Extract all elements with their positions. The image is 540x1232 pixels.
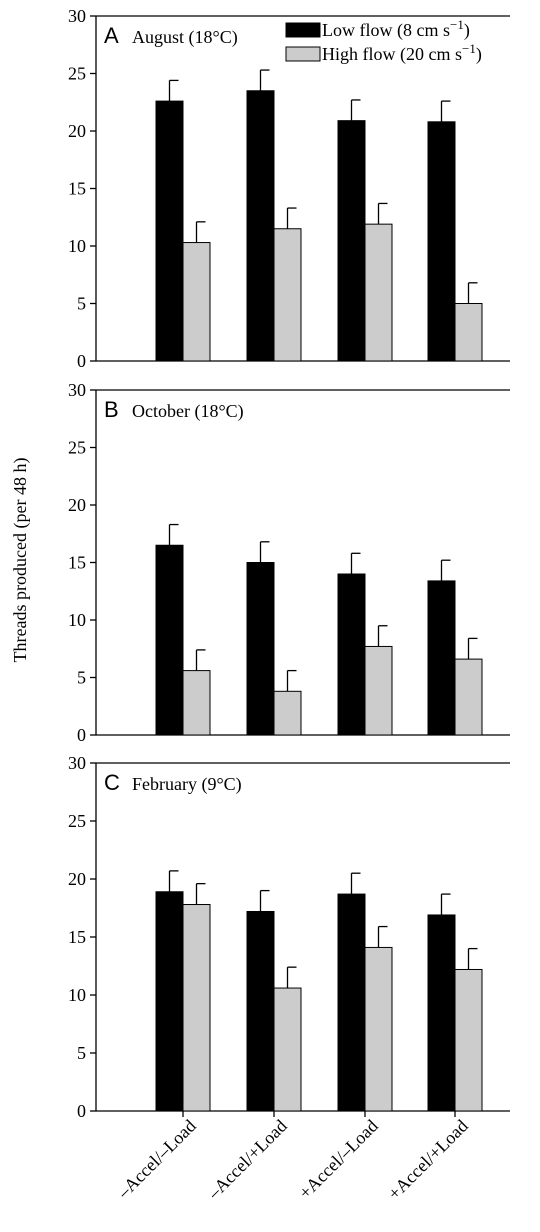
y-tick-label: 25 bbox=[68, 438, 86, 458]
low-flow-bar bbox=[155, 100, 184, 362]
panel-c: 0 5 10 15 20 25 30 C February (9°C) bbox=[68, 753, 510, 1121]
high-flow-bar bbox=[454, 968, 483, 1112]
low-flow-bar bbox=[427, 121, 456, 362]
legend-swatch bbox=[285, 22, 321, 38]
panel-a: 0 5 10 15 20 25 30 A August (18°C) bbox=[68, 6, 510, 371]
legend-label: High flow (20 cm s−1) bbox=[322, 41, 482, 65]
x-category-labels: –Accel/–Load –Accel/+Load +Accel/–Load +Acc… bbox=[113, 1116, 472, 1204]
legend: Low flow (8 cm s−1)High flow (20 cm s−1) bbox=[285, 17, 482, 65]
panel-title: October (18°C) bbox=[132, 401, 244, 422]
panel-title: February (9°C) bbox=[132, 774, 242, 795]
panel-b: 0 5 10 15 20 25 30 B October (18°C) bbox=[68, 380, 510, 745]
low-flow-bar bbox=[155, 544, 184, 736]
high-flow-bar bbox=[454, 303, 483, 362]
x-category-label: –Accel/–Load bbox=[113, 1116, 200, 1203]
panel-title: August (18°C) bbox=[132, 27, 238, 48]
high-flow-bar bbox=[454, 658, 483, 736]
y-tick-label: 25 bbox=[68, 64, 86, 84]
high-flow-bar bbox=[364, 946, 393, 1112]
low-flow-bar bbox=[246, 562, 275, 736]
low-flow-bar bbox=[337, 893, 366, 1112]
y-tick-label: 20 bbox=[68, 869, 86, 889]
low-flow-bar bbox=[427, 914, 456, 1112]
y-tick-label: 30 bbox=[68, 753, 86, 773]
high-flow-bar bbox=[182, 242, 211, 362]
legend-swatch bbox=[285, 46, 321, 62]
x-category-label: +Accel/–Load bbox=[295, 1116, 382, 1203]
y-tick-label: 10 bbox=[68, 610, 86, 630]
panel-letter: A bbox=[104, 23, 119, 48]
y-tick-label: 20 bbox=[68, 495, 86, 515]
high-flow-bar bbox=[182, 670, 211, 736]
high-flow-bar bbox=[273, 987, 302, 1112]
y-tick-label: 0 bbox=[77, 1101, 86, 1121]
high-flow-bar bbox=[182, 904, 211, 1112]
y-tick-label: 30 bbox=[68, 380, 86, 400]
y-tick-label: 25 bbox=[68, 811, 86, 831]
y-tick-label: 15 bbox=[68, 927, 86, 947]
panel-letter: C bbox=[104, 770, 120, 795]
low-flow-bar bbox=[337, 120, 366, 362]
y-axis-label: Threads produced (per 48 h) bbox=[10, 458, 31, 663]
y-tick-label: 15 bbox=[68, 553, 86, 573]
high-flow-bar bbox=[364, 645, 393, 736]
low-flow-bar bbox=[246, 90, 275, 362]
y-tick-label: 0 bbox=[77, 725, 86, 745]
y-tick-label: 30 bbox=[68, 6, 86, 26]
y-tick-label: 5 bbox=[77, 1043, 86, 1063]
y-tick-label: 15 bbox=[68, 179, 86, 199]
low-flow-bar bbox=[155, 891, 184, 1112]
high-flow-bar bbox=[364, 223, 393, 362]
panel-letter: B bbox=[104, 397, 119, 422]
low-flow-bar bbox=[427, 580, 456, 736]
x-category-label: +Accel/+Load bbox=[384, 1116, 472, 1204]
y-tick-label: 20 bbox=[68, 121, 86, 141]
y-tick-label: 5 bbox=[77, 294, 86, 314]
high-flow-bar bbox=[273, 228, 302, 362]
low-flow-bar bbox=[246, 910, 275, 1112]
low-flow-bar bbox=[337, 573, 366, 736]
y-tick-label: 10 bbox=[68, 236, 86, 256]
y-tick-label: 10 bbox=[68, 985, 86, 1005]
x-category-label: –Accel/+Load bbox=[203, 1116, 291, 1204]
y-tick-label: 0 bbox=[77, 351, 86, 371]
y-tick-label: 5 bbox=[77, 668, 86, 688]
high-flow-bar bbox=[273, 690, 302, 736]
legend-label: Low flow (8 cm s−1) bbox=[322, 17, 470, 41]
